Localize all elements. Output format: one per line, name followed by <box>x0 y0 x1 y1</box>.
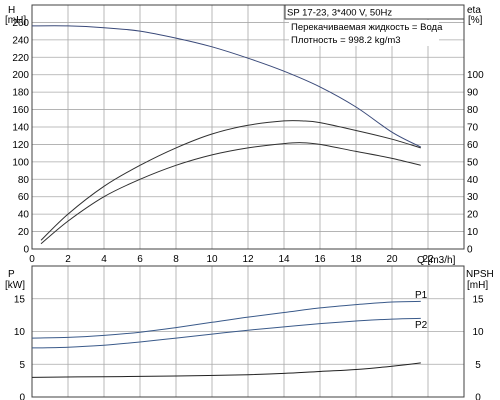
eta-tick-label: 70 <box>467 123 479 134</box>
power-axis-unit: [kW] <box>5 280 25 291</box>
npsh-tick-label: 10 <box>472 327 484 338</box>
x-tick-label: 20 <box>386 254 398 265</box>
curves <box>31 25 422 378</box>
p1-curve <box>31 300 421 339</box>
eta-tick-label: 20 <box>467 210 479 221</box>
power-tick-label: 0 <box>19 393 25 400</box>
head-tick-label: 260 <box>12 18 29 29</box>
flow-axis-label: Q [m3/h] <box>417 255 456 266</box>
head-tick-label: 60 <box>18 192 30 203</box>
x-tick-label: 8 <box>173 254 179 265</box>
p2-series-label: P2 <box>415 320 428 331</box>
head-tick-label: 100 <box>12 157 29 168</box>
x-tick-label: 16 <box>314 254 326 265</box>
x-tick-label: 10 <box>206 254 218 265</box>
power-tick-label: 5 <box>19 360 25 371</box>
head-tick-label: 160 <box>12 105 29 116</box>
npsh-axis-unit: [mH] <box>467 280 488 291</box>
eta-tick-label: 60 <box>467 140 479 151</box>
eta-tick-label: 30 <box>467 192 479 203</box>
head-axis-label: H <box>8 5 15 16</box>
top-plot-frame <box>31 4 465 250</box>
eta-tick-label: 100 <box>467 70 484 81</box>
head-axis-unit: [mH] <box>5 15 26 26</box>
eta-axis-unit: [%] <box>468 15 483 26</box>
eta-tick-label: 80 <box>467 105 479 116</box>
top-tick-labels: 0 2 4 6 8 10 12 14 16 18 20 22020406080100120140160… <box>12 18 484 265</box>
head-tick-label: 180 <box>12 88 29 99</box>
liquid-label: Перекачиваемая жидкость = Вода <box>291 22 443 33</box>
eta-tick-label: 0 <box>467 245 473 256</box>
eta-curve-upper <box>40 120 421 241</box>
head-tick-label: 240 <box>12 35 29 46</box>
x-tick-label: 22 <box>422 254 434 265</box>
head-curve <box>31 25 422 148</box>
eta-tick-label: 40 <box>467 175 479 186</box>
eta-axis-label: eta <box>467 5 481 16</box>
density-label: Плотность = 998.2 kg/m3 <box>291 35 401 46</box>
head-tick-label: 20 <box>18 227 30 238</box>
head-tick-label: 80 <box>18 175 30 186</box>
head-tick-label: 200 <box>12 70 29 81</box>
npsh-tick-label: 0 <box>475 393 481 400</box>
p1-series-label: P1 <box>415 290 428 301</box>
power-tick-label: 15 <box>14 294 26 305</box>
bottom-tick-labels: 0 5 10 15 0 5 10 15 <box>14 294 484 400</box>
x-tick-label: 2 <box>65 254 71 265</box>
npsh-tick-label: 15 <box>472 294 484 305</box>
npsh-axis-label: NPSH <box>466 269 494 280</box>
model-label: SP 17-23, 3*400 V, 50Hz <box>287 8 392 19</box>
head-tick-label: 0 <box>23 245 29 256</box>
head-tick-label: 220 <box>12 53 29 64</box>
npsh-curve <box>31 362 421 378</box>
x-tick-label: 18 <box>350 254 362 265</box>
eta-tick-label: 10 <box>467 227 479 238</box>
head-tick-label: 140 <box>12 123 29 134</box>
x-tick-label: 12 <box>242 254 254 265</box>
eta-curve-lower <box>40 142 421 245</box>
model-box <box>284 4 465 20</box>
x-tick-label: 6 <box>137 254 143 265</box>
eta-tick-label: 50 <box>467 157 479 168</box>
bottom-grid <box>31 266 464 397</box>
head-tick-label: 40 <box>18 210 30 221</box>
x-tick-label: 0 <box>29 254 35 265</box>
bottom-plot-frame <box>31 265 465 398</box>
x-tick-label: 4 <box>101 254 107 265</box>
info-backdrop <box>289 20 439 46</box>
npsh-tick-label: 5 <box>475 360 481 371</box>
head-tick-label: 120 <box>12 140 29 151</box>
power-axis-label: P <box>8 269 15 280</box>
x-tick-label: 14 <box>278 254 290 265</box>
p2-curve <box>31 317 421 349</box>
power-tick-label: 10 <box>14 327 26 338</box>
eta-tick-label: 90 <box>467 88 479 99</box>
